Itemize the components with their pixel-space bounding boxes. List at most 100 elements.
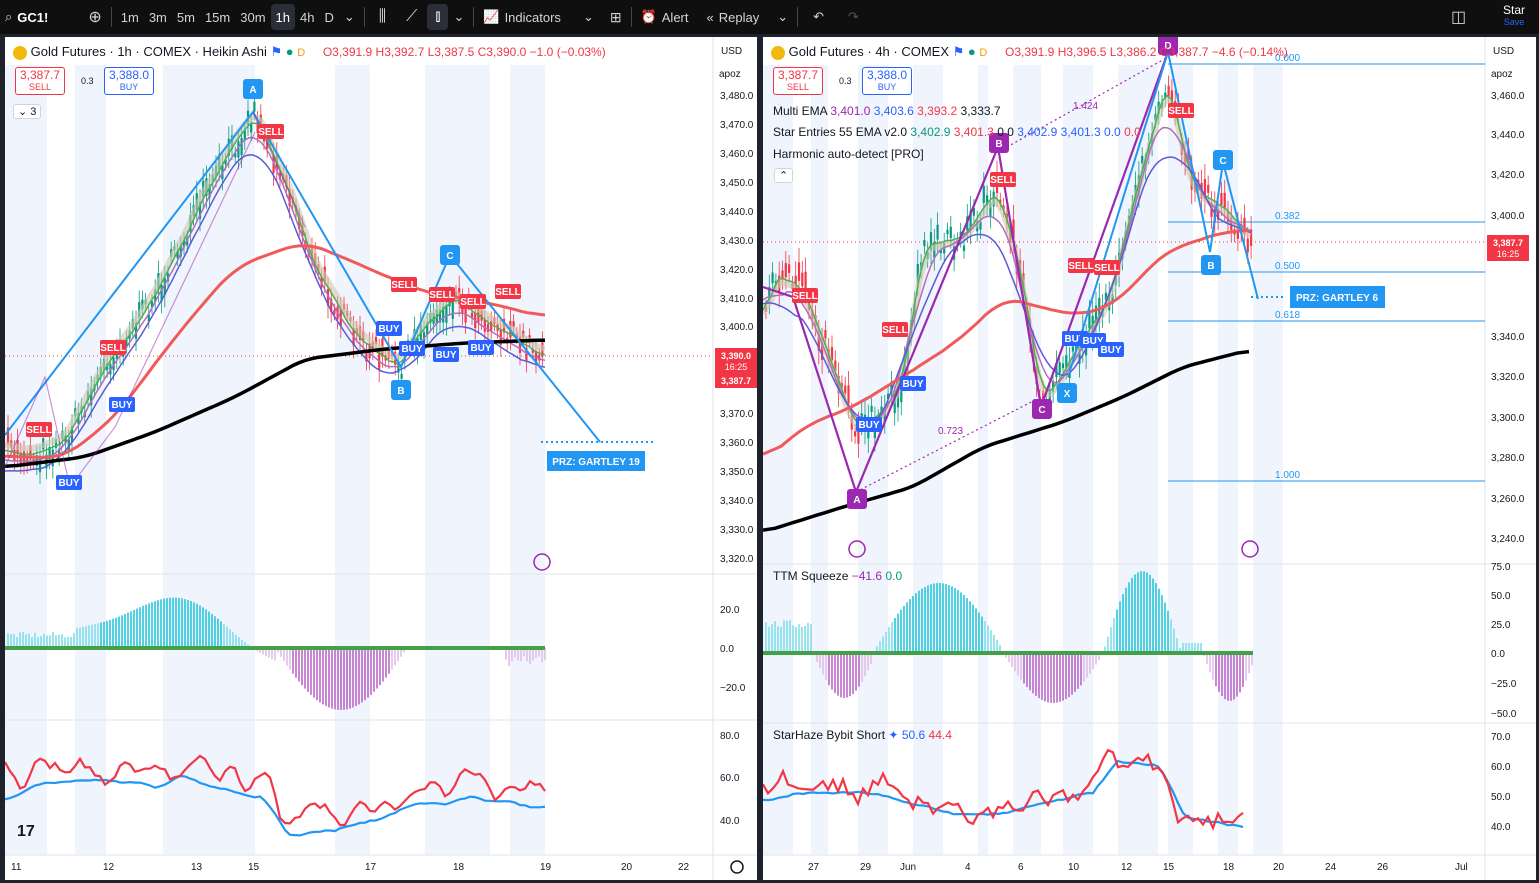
- candle-body: [1167, 85, 1170, 97]
- symbol-search[interactable]: ⌕ GC1!: [0, 0, 53, 34]
- tf-label: 1m: [120, 9, 139, 25]
- replay-dropdown[interactable]: ⌄: [772, 0, 793, 34]
- price-tick: 3,430.0: [720, 236, 754, 247]
- tf-15m[interactable]: 15m: [200, 0, 235, 34]
- candle-body: [1207, 184, 1210, 193]
- right-chart-canvas[interactable]: 0.0000.3820.5000.6181.0001.4240.723PRZ: …: [763, 37, 1536, 880]
- signal-label-text: SELL: [1068, 261, 1094, 272]
- date-tick: 20: [1273, 862, 1285, 873]
- left-scale-mode[interactable]: apoz: [719, 69, 741, 80]
- candle-body: [979, 221, 982, 230]
- left-indicator-collapse[interactable]: ⌄ 3: [13, 104, 42, 119]
- harmonic-purple-lines: [763, 51, 1170, 496]
- right-currency[interactable]: USD: [1493, 46, 1515, 57]
- tf-dropdown[interactable]: ⌄: [339, 0, 360, 34]
- ema-blue: [763, 156, 1252, 423]
- rewind-icon: «: [706, 9, 714, 25]
- price-tick: 3,320.0: [1491, 372, 1525, 383]
- left-sell-box[interactable]: 3,387.7 SELL: [15, 67, 66, 95]
- left-chart-panel[interactable]: PRZ: GARTLEY 19 A B C SELL SELL SELL SELL SELL SE…: [5, 37, 757, 880]
- right-chart-panel[interactable]: 0.000 0.382 0.500 0.618 1.000 1.424 0.723 PRZ: …: [763, 37, 1536, 880]
- candle-body: [972, 208, 975, 216]
- candle-body: [821, 341, 824, 360]
- ttm-legend[interactable]: TTM Squeeze −41.6 0.0: [773, 569, 902, 583]
- date-tick: 29: [860, 862, 872, 873]
- candle-body: [936, 224, 939, 240]
- candle-body: [134, 322, 138, 339]
- candle-body: [234, 152, 237, 158]
- style-dropdown[interactable]: ⌄: [448, 0, 469, 34]
- harmonic-point-text: C: [1219, 156, 1226, 167]
- tf-3m[interactable]: 3m: [144, 0, 172, 34]
- buy-label: BUY: [877, 82, 897, 92]
- line-style-button[interactable]: ⟋: [396, 0, 427, 34]
- right-scale-mode[interactable]: apoz: [1491, 69, 1513, 80]
- right-indicator-collapse[interactable]: ⌃: [774, 168, 794, 183]
- layout-toggle-button[interactable]: ◫: [1446, 0, 1471, 34]
- star-entries-legend[interactable]: Star Entries 55 EMA v2.0 3,402.9 3,401.3…: [773, 125, 1141, 139]
- tf-5m[interactable]: 5m: [172, 0, 200, 34]
- rsi-tick: 60.0: [720, 773, 740, 784]
- star-save-button[interactable]: Star Save: [1503, 4, 1525, 28]
- add-symbol-button[interactable]: ⊕: [83, 0, 106, 34]
- harmonic-point-c: [1213, 150, 1233, 170]
- harmonic-legend[interactable]: Harmonic auto-detect [PRO]: [773, 147, 924, 161]
- harmonic-point-text: B: [995, 139, 1002, 150]
- right-buy-box[interactable]: 3,388.0 BUY: [862, 67, 913, 95]
- candle-body: [857, 425, 860, 444]
- candle-body: [224, 159, 227, 165]
- signal-label-text: BUY: [1064, 334, 1085, 345]
- candle-body: [949, 226, 952, 239]
- alert-button[interactable]: ⏰ Alert: [636, 0, 694, 34]
- left-buy-box[interactable]: 3,388.0 BUY: [104, 67, 155, 95]
- candle-body: [90, 388, 93, 406]
- layouts-button[interactable]: ⊞: [605, 0, 627, 34]
- ratio-label: 0.723: [938, 426, 963, 437]
- candle-body: [962, 245, 966, 252]
- tf-D[interactable]: D: [319, 0, 338, 34]
- price-tick: 3,400.0: [1491, 211, 1525, 222]
- candle-body: [163, 278, 166, 295]
- left-spread: 0.3: [81, 76, 94, 86]
- indicators-dropdown[interactable]: ⌄: [578, 0, 599, 34]
- replay-button[interactable]: « Replay: [702, 0, 765, 34]
- candle-body: [1078, 346, 1081, 364]
- starhaze-red-line: [763, 748, 1244, 831]
- tf-1m[interactable]: 1m: [116, 0, 144, 34]
- indicators-button[interactable]: 📈 Indicators: [478, 0, 566, 34]
- bar-style-button[interactable]: ⫼: [369, 0, 396, 34]
- price-tick: 3,280.0: [1491, 453, 1525, 464]
- candle-body: [1187, 148, 1190, 160]
- candle-body: [240, 137, 243, 156]
- multi-ema-legend[interactable]: Multi EMA 3,401.0 3,403.6 3,393.2 3,333.…: [773, 104, 1001, 118]
- signal-label-text: SELL: [792, 291, 818, 302]
- signal-label-text: SELL: [100, 343, 126, 354]
- candle-body: [1104, 292, 1107, 301]
- tf-1h[interactable]: 1h: [270, 4, 295, 30]
- candle-body: [480, 310, 483, 321]
- candle-body: [365, 351, 368, 362]
- heikin-style-button[interactable]: ⫾: [427, 4, 449, 30]
- candle-body: [768, 287, 771, 302]
- candle-body: [1088, 312, 1091, 329]
- ema-value: 3,403.6: [873, 104, 914, 118]
- candle-body: [538, 354, 541, 361]
- candle-body: [186, 238, 189, 246]
- starhaze-legend[interactable]: StarHaze Bybit Short ✦ 50.6 44.4: [773, 728, 952, 742]
- redo-button[interactable]: ↷: [843, 0, 864, 34]
- date-tick: 18: [453, 862, 465, 873]
- signal-label-text: SELL: [1094, 263, 1120, 274]
- sell-price: 3,387.7: [778, 68, 819, 82]
- left-currency[interactable]: USD: [721, 46, 743, 57]
- undo-button[interactable]: ↶: [808, 0, 829, 34]
- starhaze-label: StarHaze Bybit Short: [773, 728, 886, 742]
- date-tick: 20: [621, 862, 633, 873]
- tf-4h[interactable]: 4h: [295, 0, 319, 34]
- signal-label-buy: [856, 417, 882, 432]
- signal-label-text: SELL: [495, 287, 521, 298]
- tf-30m[interactable]: 30m: [235, 0, 270, 34]
- prz-label: PRZ: GARTLEY 6: [1296, 293, 1378, 304]
- date-tick: 27: [808, 862, 820, 873]
- right-sell-box[interactable]: 3,387.7 SELL: [773, 67, 824, 95]
- left-chart-canvas[interactable]: PRZ: GARTLEY 19 A B C SELL SELL SELL SELL SELL SE…: [5, 37, 757, 880]
